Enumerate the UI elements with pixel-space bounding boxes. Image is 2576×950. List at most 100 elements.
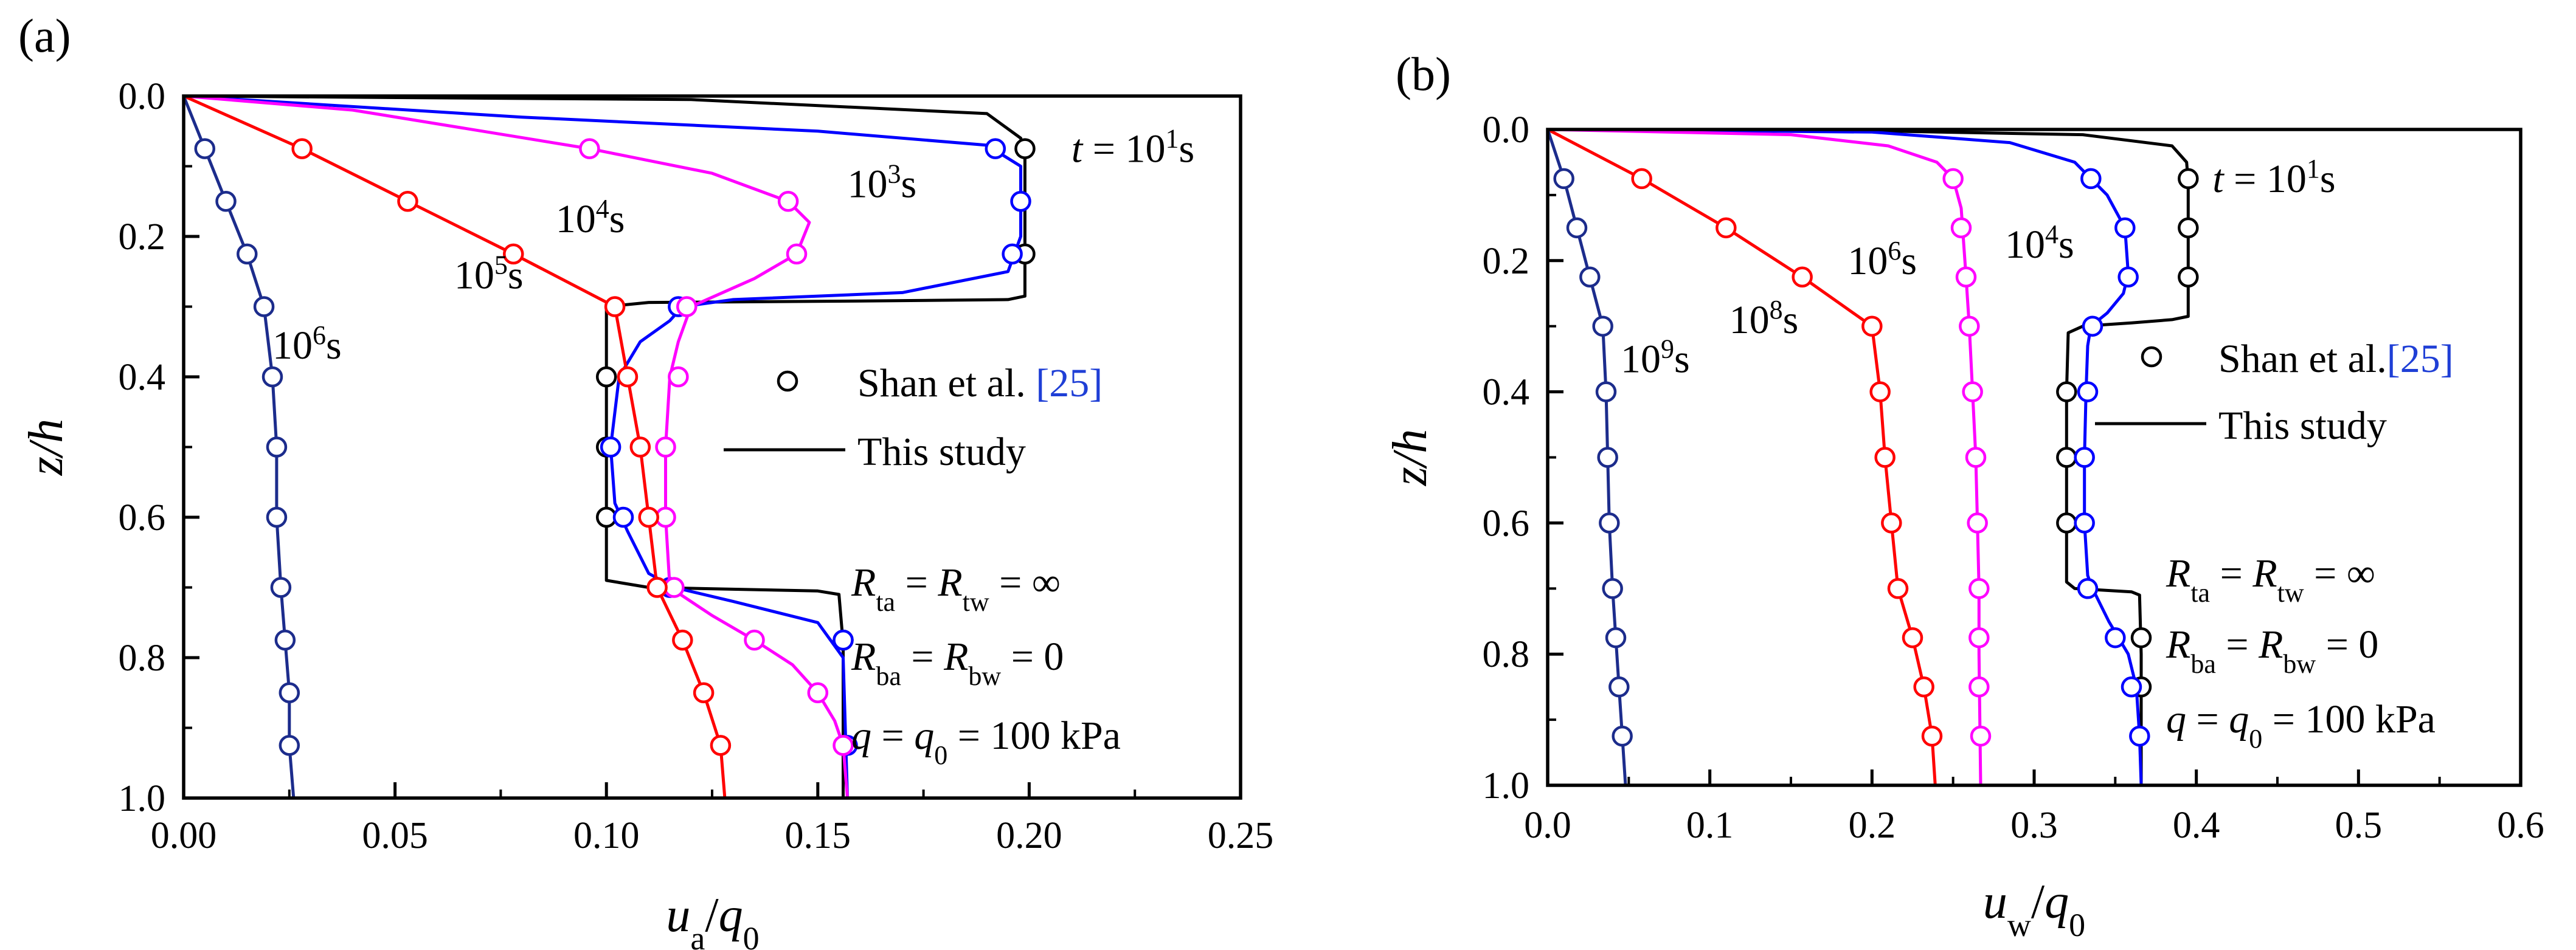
panel-label: (b): [1396, 47, 1451, 100]
y-tick-label: 1.0: [1483, 765, 1530, 807]
series-marker: [604, 296, 626, 317]
series-marker: [279, 682, 300, 703]
y-tick-label: 0.8: [119, 638, 166, 679]
x-tick-label: 0.05: [362, 815, 428, 856]
series-marker: [194, 138, 216, 159]
series-marker: [2129, 725, 2150, 747]
legend-label-markers: Shan et al. [25]: [857, 361, 1103, 405]
series-marker: [2056, 381, 2077, 402]
series-marker: [646, 577, 668, 598]
series-marker: [2056, 447, 2077, 468]
condition-line: q = q0 = 100 kPa: [851, 714, 1121, 770]
series-marker: [1608, 676, 1630, 698]
curve-label: 108s: [1729, 294, 1799, 342]
series-marker: [1595, 381, 1617, 402]
condition-line: Rba = Rbw = 0: [851, 635, 1064, 691]
condition-line: Rta = Rtw = ∞: [851, 560, 1061, 617]
series-marker: [270, 577, 292, 598]
series-marker: [1959, 315, 1980, 337]
series-marker: [2074, 447, 2095, 468]
series-marker: [833, 629, 854, 651]
series-marker: [1965, 447, 1987, 468]
panel-label: (a): [18, 9, 71, 62]
series-marker: [1599, 512, 1620, 534]
x-tick-label: 0.2: [1849, 805, 1896, 846]
series-marker: [1792, 266, 1813, 288]
curve-label: 105s: [454, 250, 524, 298]
x-axis-label: ua/q0: [666, 889, 759, 950]
y-tick-label: 0.2: [1483, 241, 1530, 282]
y-tick-label: 0.0: [1483, 109, 1530, 151]
condition-line: q = q0 = 100 kPa: [2166, 697, 2436, 754]
series-marker: [237, 243, 258, 265]
series-marker: [1566, 217, 1588, 239]
series-marker: [1602, 578, 1623, 599]
series-marker: [1592, 315, 1613, 337]
series-marker: [274, 629, 296, 651]
curve-label: 109s: [1621, 334, 1690, 382]
series-marker: [1579, 266, 1601, 288]
curve-label: 104s: [2005, 219, 2074, 267]
series-line: [1547, 128, 1982, 786]
series-marker: [1869, 381, 1891, 402]
plot-frame: [182, 94, 1242, 800]
x-tick-label: 0.5: [2335, 805, 2383, 846]
series-marker: [397, 191, 418, 212]
series-marker: [1612, 725, 1633, 747]
series-marker: [744, 629, 765, 651]
series-marker: [1716, 217, 1737, 239]
condition-line: Rba = Rbw = 0: [2166, 622, 2378, 679]
series-marker: [279, 735, 300, 756]
series-marker: [1553, 168, 1574, 190]
series-marker: [1950, 217, 1972, 239]
y-tick-label: 0.6: [119, 497, 166, 539]
y-axis-label: z/h: [1383, 429, 1437, 486]
series-marker: [1631, 168, 1652, 190]
x-tick-label: 0.25: [1208, 815, 1274, 856]
curve-label: 104s: [556, 194, 625, 242]
series-marker: [266, 436, 288, 458]
series-marker: [1881, 512, 1902, 534]
series-line: [1547, 128, 2190, 785]
series-marker: [612, 506, 634, 528]
series-marker: [2178, 217, 2199, 239]
series-marker: [2117, 266, 2139, 288]
condition-line: Rta = Rtw = ∞: [2166, 551, 2375, 608]
legend-marker: [777, 370, 798, 392]
series-marker: [1597, 447, 1618, 468]
legend-label-markers: Shan et al.[25]: [2218, 337, 2454, 381]
y-axis-label: z/h: [19, 419, 73, 476]
x-tick-label: 0.4: [2173, 805, 2220, 846]
series-line: [183, 94, 1022, 799]
y-tick-label: 0.4: [119, 357, 166, 398]
series-marker: [2082, 315, 2103, 337]
x-axis-label: uw/q0: [1983, 875, 2085, 943]
legend-label-line: This study: [2218, 404, 2387, 448]
series-marker: [2077, 381, 2099, 402]
series-line: [183, 94, 1027, 798]
series-marker: [2114, 217, 2136, 239]
y-tick-label: 0.2: [119, 216, 166, 258]
series-marker: [1970, 725, 1992, 747]
panel-a: (a) 0.00 0.05 0.10 0.15 0.20 0.25 0.0 0.2 0.4 0.6…: [18, 9, 1273, 950]
x-tick-label: 0.3: [2010, 805, 2058, 846]
x-tick-label: 0.00: [151, 815, 217, 856]
series-marker: [2178, 266, 2199, 288]
y-tick-label: 0.4: [1483, 372, 1530, 413]
series-marker: [1968, 578, 1990, 599]
series-marker: [261, 366, 283, 388]
series-marker: [710, 735, 732, 756]
y-tick-label: 1.0: [119, 778, 166, 819]
series-marker: [807, 682, 829, 703]
series-marker: [1887, 578, 1909, 599]
series-marker: [1967, 512, 1988, 534]
series-marker: [672, 629, 693, 651]
series-marker: [1014, 138, 1036, 159]
series-marker: [291, 138, 313, 159]
series-marker: [1010, 191, 1031, 212]
panel-b: (b) 0.0 0.1 0.2 0.3 0.4 0.5 0.6 0.0 0.2 0.4 0.6 0.8…: [1383, 47, 2544, 943]
y-tick-label: 0.6: [1483, 503, 1530, 544]
plot-area: 0.0 0.1 0.2 0.3 0.4 0.5 0.6 0.0 0.2 0.4 0.6 0.8 1.0 t…: [1383, 109, 2544, 943]
series-marker: [1913, 676, 1934, 698]
